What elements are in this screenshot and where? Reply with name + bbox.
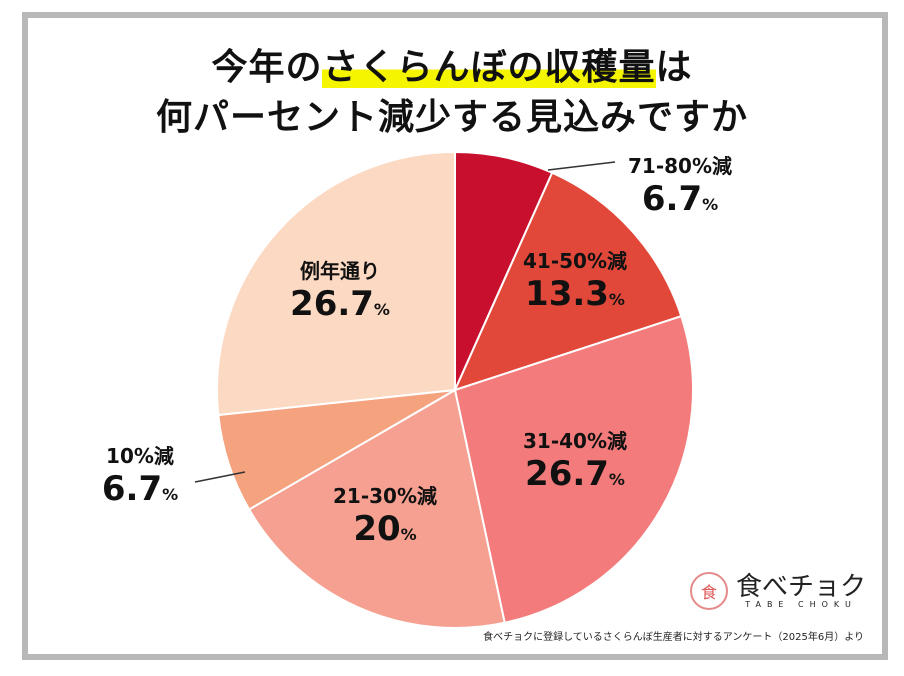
logo-mark-icon: 食 — [690, 572, 728, 610]
slice-category: 10%減 — [106, 444, 174, 468]
tabechoku-logo: 食 食べチョク TABE CHOKU — [690, 572, 866, 610]
slice-value: 26.7% — [525, 454, 625, 494]
slice-category: 例年通り — [299, 259, 380, 283]
slice-label: 31-40%減 26.7% — [523, 425, 627, 495]
slice-value: 13.3% — [525, 274, 625, 314]
logo-name: 食べチョク — [736, 571, 867, 602]
slice-label: 41-50%減 13.3% — [523, 245, 627, 315]
slice-label: 例年通り 26.7% — [290, 255, 390, 325]
pie-slice — [216, 150, 456, 417]
slice-label: 21-30%減 20% — [333, 480, 437, 550]
slice-value: 6.7% — [101, 469, 179, 509]
slice-label: 71-80%減 6.7% — [628, 150, 732, 220]
slice-category: 21-30%減 — [332, 484, 438, 508]
slice-value: 20% — [353, 509, 417, 549]
title-pre: 今年の — [211, 47, 323, 88]
logo-sub: TABE CHOKU — [745, 599, 857, 609]
pie-slice — [453, 171, 683, 392]
chart-title-line1: 今年のさくらんぼの収穫量は — [0, 38, 904, 90]
leader-line — [547, 161, 616, 171]
slice-value: 6.7% — [641, 179, 719, 219]
pie-slice — [247, 388, 506, 629]
slice-category: 71-80%減 — [627, 154, 733, 178]
slice-category: 31-40%減 — [522, 429, 628, 453]
title-highlight: さくらんぼの収穫量 — [322, 47, 656, 88]
pie-slice — [453, 314, 694, 624]
slice-label: 10%減 6.7% — [102, 440, 178, 510]
footnote: 食べチョクに登録しているさくらんぼ生産者に対するアンケート（2025年6月）より — [483, 632, 864, 643]
leader-line — [194, 471, 246, 483]
slice-category: 41-50%減 — [522, 249, 628, 273]
chart-title-line2: 何パーセント減少する見込みですか — [155, 97, 748, 138]
slice-value: 26.7% — [290, 284, 390, 324]
title-post: は — [655, 47, 693, 88]
